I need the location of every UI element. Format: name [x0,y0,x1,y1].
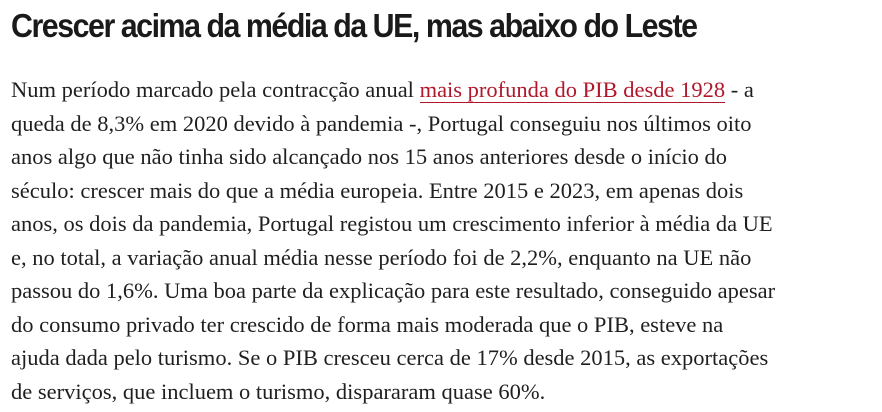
text-segment: Num período marcado pela contracção anua… [11,77,420,102]
paragraph-line: e, no total, a variação anual média ness… [11,244,752,270]
text-segment: - a [725,77,754,102]
article-headline: Crescer acima da média da UE, mas abaixo… [11,7,698,44]
article-paragraph: Num período marcado pela contracção anua… [11,73,871,408]
paragraph-line: do consumo privado ter crescido de forma… [11,311,724,337]
paragraph-line: queda de 8,3% em 2020 devido à pandemia … [11,110,752,136]
paragraph-line: de serviços, que incluem o turismo, disp… [11,378,546,404]
paragraph-line: anos, os dois da pandemia, Portugal regi… [11,211,773,236]
paragraph-line: anos algo que não tinha sido alcançado n… [11,144,728,169]
pib-1928-link[interactable]: mais profunda do PIB desde 1928 [419,77,726,103]
paragraph-line: ajuda dada pelo turismo. Se o PIB cresce… [11,345,769,370]
paragraph-line: passou do 1,6%. Uma boa parte da explica… [11,278,776,303]
paragraph-line: século: crescer mais do que a média euro… [11,177,744,203]
paragraph-line: Num período marcado pela contracção anua… [11,73,871,107]
